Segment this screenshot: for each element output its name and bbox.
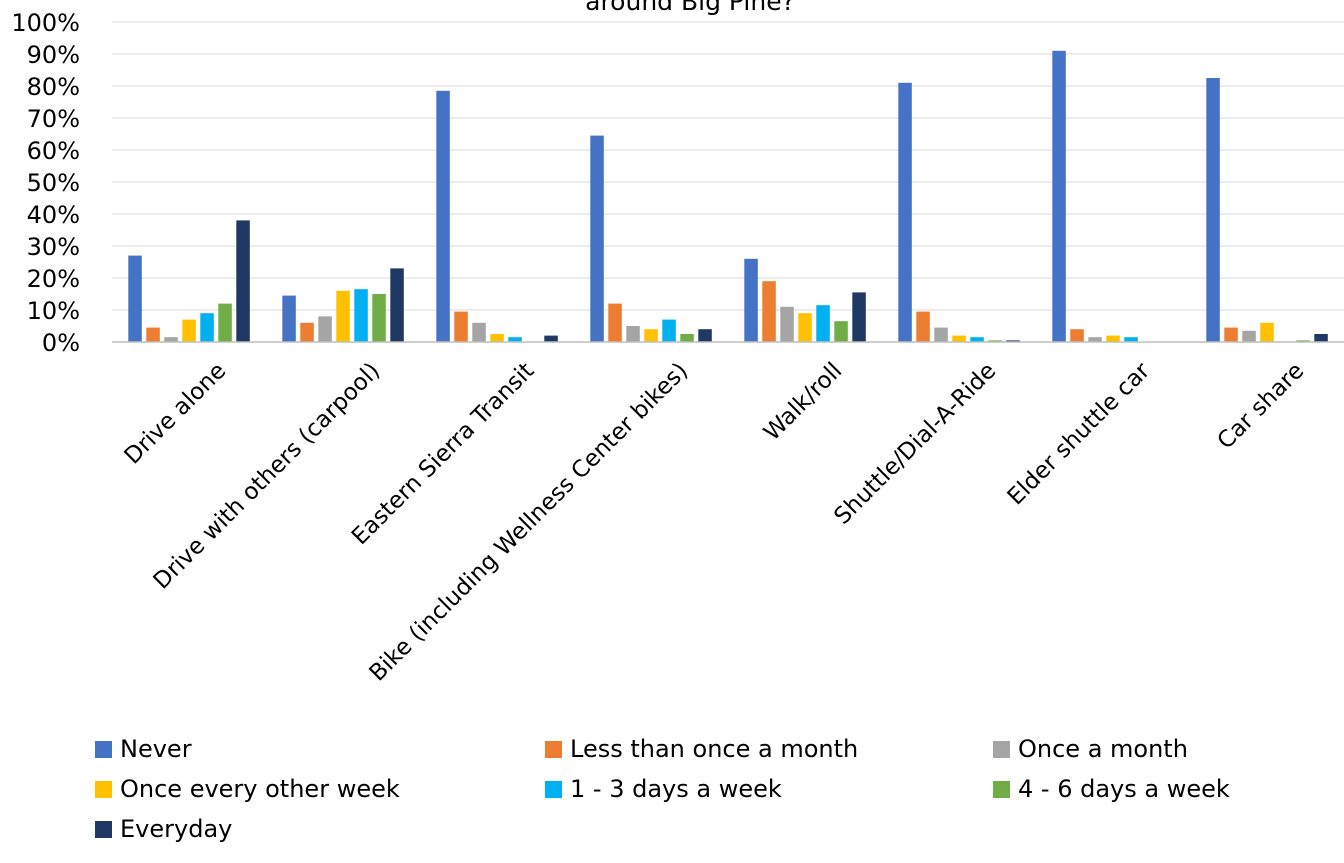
bar xyxy=(1124,337,1138,342)
bar xyxy=(146,327,160,342)
bar xyxy=(1006,340,1020,342)
bar xyxy=(336,290,350,342)
legend-label: Less than once a month xyxy=(570,735,859,763)
bar xyxy=(798,313,812,342)
legend-label: 4 - 6 days a week xyxy=(1018,775,1230,803)
bar xyxy=(508,337,522,342)
bar xyxy=(1206,78,1220,342)
bar xyxy=(662,319,676,342)
legend-item: Everyday xyxy=(95,815,232,843)
bar xyxy=(490,334,504,342)
legend-item: 1 - 3 days a week xyxy=(545,775,782,803)
y-tick-label: 50% xyxy=(27,169,80,197)
bar xyxy=(780,306,794,342)
bar xyxy=(436,90,450,342)
chart: around Big Pine? 0% 10% 20% 30% 40% 50% 60% 70%… xyxy=(11,0,1344,687)
bar xyxy=(1052,50,1066,343)
legend-swatch xyxy=(95,740,112,758)
gridlines xyxy=(112,21,1344,311)
bar xyxy=(182,319,196,342)
bar xyxy=(1224,327,1238,342)
bar xyxy=(1088,337,1102,342)
legend-label: 1 - 3 days a week xyxy=(570,775,782,803)
x-category-label: Shuttle/Dial-A-Ride xyxy=(829,358,1001,530)
legend-swatch xyxy=(545,740,562,758)
legend-item: Once every other week xyxy=(95,775,400,803)
y-tick-label: 100% xyxy=(11,9,80,37)
bar xyxy=(544,335,558,342)
bar xyxy=(1260,322,1274,342)
bar xyxy=(626,326,640,342)
bar xyxy=(1242,330,1256,342)
legend-item: Once a month xyxy=(993,735,1188,763)
bar xyxy=(762,281,776,342)
legend-item: 4 - 6 days a week xyxy=(993,775,1230,803)
bar xyxy=(916,311,930,342)
bar xyxy=(236,220,250,342)
bar xyxy=(454,311,468,342)
x-category-label: Elder shuttle car xyxy=(1003,357,1156,510)
y-tick-label: 20% xyxy=(27,265,80,293)
bar xyxy=(952,335,966,342)
bar xyxy=(390,268,404,342)
bars xyxy=(128,50,1328,343)
x-category-label: Car share xyxy=(1213,358,1310,455)
bar xyxy=(1070,329,1084,342)
y-tick-label: 80% xyxy=(27,73,80,101)
y-tick-label: 60% xyxy=(27,137,80,165)
legend-swatch xyxy=(545,780,562,798)
bar xyxy=(680,334,694,342)
bar xyxy=(1296,340,1310,342)
bar xyxy=(816,305,830,342)
x-category-label: Drive alone xyxy=(120,358,232,470)
bar xyxy=(218,303,232,342)
bar xyxy=(282,295,296,342)
legend-label: Once a month xyxy=(1018,735,1188,763)
y-tick-label: 10% xyxy=(27,297,80,325)
x-category-label: Bike (including Wellness Center bikes) xyxy=(365,358,694,687)
legend-swatch xyxy=(95,820,112,838)
x-category-label: Walk/roll xyxy=(759,358,847,446)
bar xyxy=(472,322,486,342)
bar xyxy=(372,294,386,342)
legend-label: Once every other week xyxy=(120,775,400,803)
y-tick-label: 70% xyxy=(27,105,80,133)
bar xyxy=(164,337,178,342)
y-tick-label: 30% xyxy=(27,233,80,261)
bar xyxy=(354,289,368,342)
bar xyxy=(970,337,984,342)
y-tick-label: 90% xyxy=(27,41,80,69)
bar xyxy=(698,329,712,342)
legend-swatch xyxy=(993,780,1010,798)
y-tick-label: 40% xyxy=(27,201,80,229)
y-axis-ticks: 0% 10% 20% 30% 40% 50% 60% 70% 80% 90% 100% xyxy=(11,9,80,357)
bar xyxy=(300,322,314,342)
bar xyxy=(608,303,622,342)
legend-item: Less than once a month xyxy=(545,735,858,763)
bar xyxy=(934,327,948,342)
legend-label: Everyday xyxy=(120,815,233,843)
bar xyxy=(988,340,1002,342)
bar xyxy=(1314,334,1328,342)
bar xyxy=(200,313,214,342)
bar xyxy=(128,255,142,342)
bar xyxy=(744,258,758,342)
bar xyxy=(590,135,604,342)
y-tick-label: 0% xyxy=(42,329,80,357)
legend-swatch xyxy=(95,780,112,798)
chart-title: around Big Pine? xyxy=(585,0,795,16)
bar xyxy=(834,321,848,342)
legend-item: Never xyxy=(95,735,192,763)
bar xyxy=(898,82,912,343)
legend-label: Never xyxy=(120,735,192,763)
legend-swatch xyxy=(993,740,1010,758)
bar xyxy=(644,329,658,342)
bar xyxy=(852,292,866,342)
bar xyxy=(318,316,332,342)
bar xyxy=(1106,335,1120,342)
